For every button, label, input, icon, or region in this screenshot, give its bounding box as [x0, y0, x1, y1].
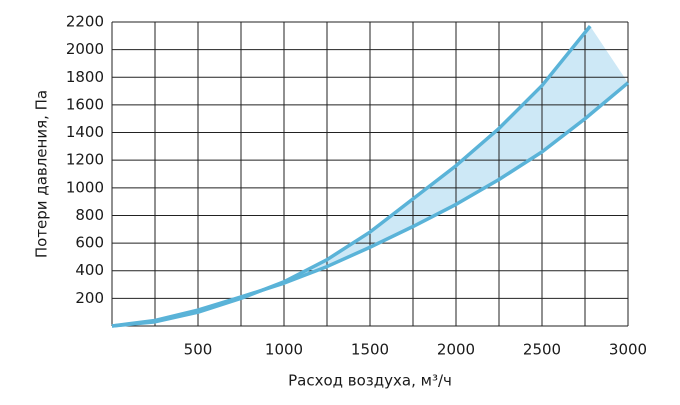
x-tick-label: 2000	[437, 341, 475, 359]
y-tick-label: 200	[75, 289, 104, 307]
y-tick-label: 1400	[66, 123, 104, 141]
x-tick-label: 500	[184, 341, 213, 359]
x-tick-label: 2500	[523, 341, 561, 359]
y-tick-label: 2200	[66, 13, 104, 31]
x-tick-label: 3000	[609, 341, 647, 359]
y-tick-label: 1000	[66, 178, 104, 196]
range-fill	[112, 26, 628, 327]
curve	[111, 25, 592, 328]
y-tick-label: 1800	[66, 68, 104, 86]
x-tick-label: 1000	[265, 341, 303, 359]
y-tick-label: 1600	[66, 95, 104, 113]
x-axis-label: Расход воздуха, м³/ч	[288, 372, 452, 390]
y-tick-label: 400	[75, 261, 104, 279]
y-tick-label: 600	[75, 234, 104, 252]
y-axis-label: Потери давления, Па	[33, 90, 51, 258]
y-tick-label: 1200	[66, 151, 104, 169]
curve	[111, 81, 630, 328]
y-tick-label: 800	[75, 206, 104, 224]
x-tick-label: 1500	[351, 341, 389, 359]
y-tick-label: 2000	[66, 40, 104, 58]
